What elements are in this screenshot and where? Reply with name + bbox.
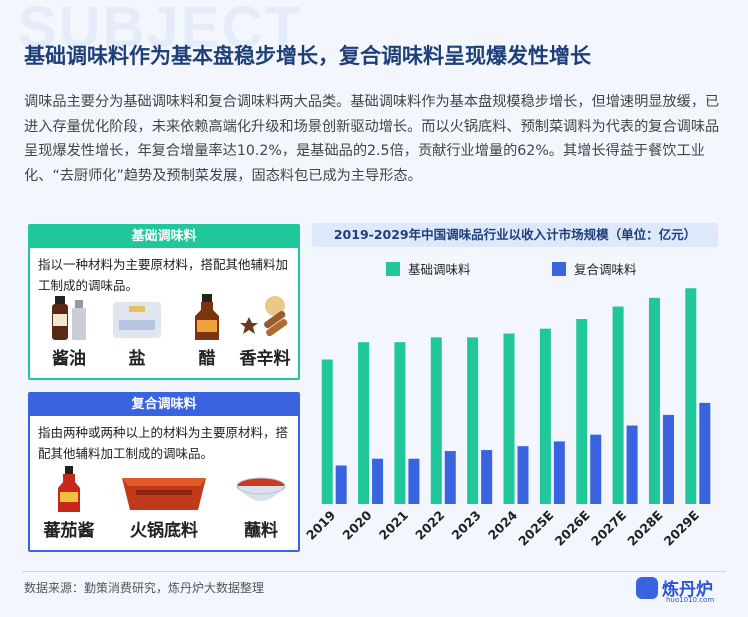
hotpot-base-icon — [122, 478, 206, 510]
item-spices: 香辛料 — [230, 292, 300, 369]
item-label: 盐 — [128, 349, 146, 369]
bar-compound-2022 — [444, 451, 456, 504]
x-tick-label-2029E: 2029E — [661, 508, 702, 549]
x-tick-label-2020: 2020 — [339, 507, 374, 542]
bar-basic-2023 — [467, 337, 479, 504]
item-hotpot-base: 火锅底料 — [114, 464, 214, 541]
bar-basic-2029E — [685, 288, 697, 504]
x-tick-label-2023: 2023 — [449, 508, 484, 543]
chart-title: 2019-2029年中国调味品行业以收入计市场规模（单位：亿元） — [312, 223, 718, 247]
basic-seasoning-desc: 指以一种材料为主要原材料，搭配其他辅料加工制成的调味品。 — [38, 257, 289, 293]
dipping-sauce-bowl-icon — [236, 477, 286, 501]
x-tick-label-2021: 2021 — [376, 508, 411, 543]
bar-compound-2026E — [590, 434, 602, 504]
bar-basic-2021 — [394, 342, 406, 504]
bar-compound-2023 — [481, 450, 493, 504]
ketchup-bottle-icon — [58, 466, 80, 512]
x-tick-label-2026E: 2026E — [552, 508, 593, 549]
x-tick-label-2025E: 2025E — [515, 508, 556, 549]
x-tick-label-2022: 2022 — [412, 508, 447, 543]
basic-seasoning-panel: 基础调味料 指以一种材料为主要原材料，搭配其他辅料加工制成的调味品。 酱油 盐 — [28, 224, 300, 380]
bar-basic-2019 — [321, 359, 333, 504]
x-tick-label-2028E: 2028E — [624, 508, 665, 549]
legend-swatch-0 — [386, 262, 400, 276]
x-tick-label-2027E: 2027E — [588, 508, 629, 549]
legend-swatch-1 — [552, 262, 566, 276]
logo-mark-icon — [636, 577, 658, 599]
item-salt: 盐 — [102, 292, 172, 369]
bar-basic-2024 — [503, 333, 515, 504]
item-dipping-sauce: 蘸料 — [226, 464, 296, 541]
item-vinegar: 醋 — [172, 292, 242, 369]
bar-basic-2027E — [612, 306, 624, 504]
item-label: 蘸料 — [244, 521, 278, 541]
item-label: 酱油 — [52, 349, 86, 369]
brand-logo: 炼丹炉 huo1010.com — [636, 573, 726, 607]
data-source-note: 数据来源：勤策消费研究，炼丹炉大数据整理 — [24, 581, 265, 595]
bar-compound-2029E — [699, 402, 711, 504]
bar-compound-2021 — [408, 458, 420, 504]
item-label: 醋 — [198, 349, 216, 369]
logo-text: 炼丹炉 — [662, 580, 713, 600]
page-title: 基础调味料作为基本盘稳步增长，复合调味料呈现爆发性增长 — [24, 44, 591, 68]
bar-compound-2025E — [553, 441, 565, 504]
basic-seasoning-header: 基础调味料 — [30, 226, 298, 248]
intro-paragraph: 调味品主要分为基础调味料和复合调味料两大品类。基础调味料作为基本盘规模稳步增长，… — [24, 94, 720, 184]
soy-sauce-bottle-icon — [52, 296, 86, 340]
background-watermark-word: SUBJECT — [18, 0, 303, 60]
bar-compound-2028E — [662, 414, 674, 504]
bar-basic-2025E — [539, 328, 551, 504]
footer-divider — [22, 571, 726, 572]
x-tick-label-2019: 2019 — [303, 508, 338, 543]
bar-compound-2019 — [335, 465, 347, 504]
compound-seasoning-desc: 指由两种或两种以上的材料为主要原材料，搭配其他辅料加工制成的调味品。 — [38, 425, 289, 461]
compound-seasoning-header: 复合调味料 — [30, 394, 298, 416]
bar-basic-2022 — [430, 337, 442, 504]
vinegar-bottle-icon — [195, 294, 219, 340]
salt-bag-icon — [113, 302, 161, 338]
item-ketchup: 蕃茄酱 — [34, 464, 104, 541]
legend-label-0: 基础调味料 — [408, 262, 471, 277]
bar-basic-2028E — [648, 297, 660, 504]
bar-basic-2026E — [576, 319, 588, 504]
bar-compound-2027E — [626, 425, 638, 504]
item-label: 火锅底料 — [130, 521, 198, 541]
logo-url: huo1010.com — [666, 596, 715, 604]
compound-seasoning-panel: 复合调味料 指由两种或两种以上的材料为主要原材料，搭配其他辅料加工制成的调味品。… — [28, 392, 300, 552]
legend-label-1: 复合调味料 — [574, 262, 637, 277]
item-label: 香辛料 — [239, 349, 291, 369]
bar-basic-2020 — [358, 342, 370, 504]
spices-icon — [240, 296, 288, 337]
item-soy-sauce: 酱油 — [34, 292, 104, 369]
item-label: 蕃茄酱 — [43, 521, 95, 541]
bar-compound-2020 — [372, 458, 384, 504]
bar-compound-2024 — [517, 446, 529, 504]
